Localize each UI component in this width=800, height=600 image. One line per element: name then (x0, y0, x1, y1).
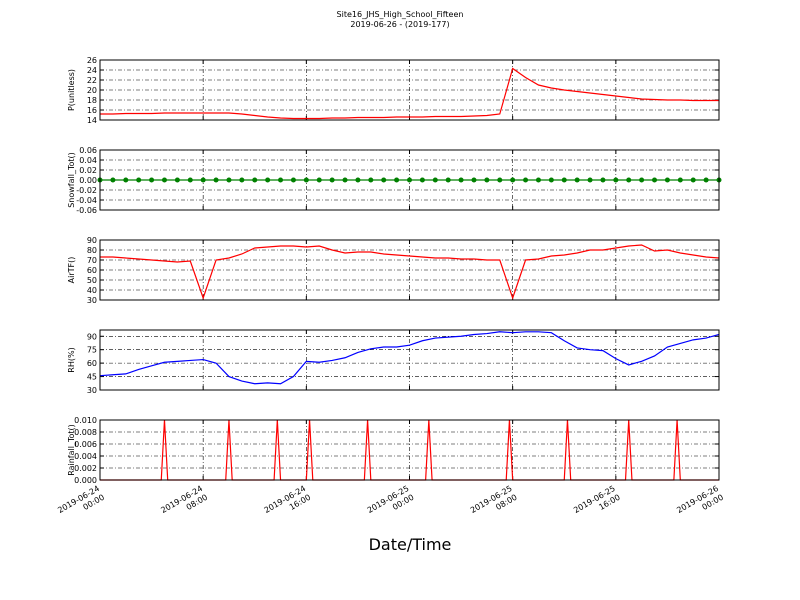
axes-frame (99, 149, 720, 211)
y-tick-label: 60 (87, 266, 97, 275)
y-tick-label: 45 (87, 373, 97, 382)
data-marker (626, 177, 632, 183)
data-marker (510, 177, 516, 183)
data-marker (419, 177, 425, 183)
data-line (99, 331, 720, 385)
data-marker (407, 177, 412, 183)
y-tick-label: 0.06 (79, 146, 97, 155)
data-marker (161, 177, 167, 183)
data-marker (329, 177, 335, 183)
data-marker (200, 177, 206, 183)
data-marker (677, 177, 683, 183)
data-marker (471, 177, 477, 183)
data-marker (600, 177, 606, 183)
data-marker (174, 177, 180, 183)
axes-frame (99, 419, 720, 481)
data-line (100, 244, 720, 300)
figure-subtitle: 2019-06-26 - (2019-177) (350, 20, 449, 29)
y-tick-label: 0.02 (79, 166, 97, 175)
data-marker (355, 177, 361, 183)
data-marker (136, 177, 142, 183)
y-tick-label: 0.006 (74, 440, 97, 449)
y-tick-label: 14 (87, 116, 97, 125)
figure-title: Site16_JHS_High_School_Fifteen (337, 10, 464, 19)
y-tick-label: 30 (87, 386, 97, 395)
data-marker (316, 177, 322, 183)
data-marker (652, 177, 658, 183)
y-tick-label: 20 (87, 86, 97, 95)
y-tick-label: 0.008 (74, 428, 97, 437)
y-tick-label: 80 (87, 246, 97, 255)
data-marker (290, 177, 296, 183)
data-marker (252, 177, 258, 183)
y-tick-label: 70 (87, 256, 97, 265)
y-tick-label: -0.02 (76, 186, 97, 195)
data-marker (548, 177, 554, 183)
data-marker (213, 177, 219, 183)
y-tick-label: 24 (87, 66, 97, 75)
data-marker (110, 177, 116, 183)
data-marker (484, 177, 490, 183)
y-tick-label: 0.002 (74, 464, 97, 473)
y-tick-label: 40 (87, 286, 97, 295)
data-marker (639, 177, 645, 183)
y-axis-label: AirTF() (67, 257, 76, 284)
data-marker (381, 177, 387, 183)
axes-frame (99, 239, 720, 301)
y-tick-label: 75 (87, 346, 97, 355)
y-axis-label: Rainfall_Tot() (67, 424, 76, 476)
data-marker (226, 177, 232, 183)
data-marker (432, 177, 438, 183)
data-marker (187, 177, 193, 183)
y-axis-label: Snowfall_Tot() (67, 152, 76, 208)
x-axis-label: Date/Time (369, 535, 452, 554)
data-marker (445, 177, 451, 183)
y-tick-label: 90 (87, 332, 97, 341)
data-marker (497, 177, 503, 183)
data-marker (278, 177, 284, 183)
data-marker (149, 177, 155, 183)
y-axis-label: P(unitless) (67, 69, 76, 111)
y-tick-label: 18 (87, 96, 97, 105)
data-marker (613, 177, 619, 183)
y-tick-label: 22 (87, 76, 97, 85)
data-marker (561, 177, 567, 183)
axes-frame (99, 329, 720, 391)
data-marker (303, 177, 309, 183)
y-tick-label: 0.004 (74, 452, 97, 461)
y-tick-label: 0.00 (79, 176, 97, 185)
y-tick-label: 0.04 (79, 156, 97, 165)
data-marker (368, 177, 374, 183)
data-marker (703, 177, 709, 183)
data-line (100, 67, 719, 120)
data-marker (342, 177, 348, 183)
data-marker (123, 177, 129, 183)
data-marker (690, 177, 696, 183)
y-tick-label: 50 (87, 276, 97, 285)
y-tick-label: -0.06 (76, 206, 97, 215)
data-marker (458, 177, 464, 183)
y-tick-label: 16 (87, 106, 97, 115)
data-marker (265, 177, 271, 183)
y-tick-label: 26 (87, 56, 97, 65)
y-tick-label: 0.010 (74, 416, 97, 425)
data-marker (394, 177, 400, 183)
data-marker (523, 177, 529, 183)
y-tick-label: 60 (87, 359, 97, 368)
y-axis-label: RH(%) (67, 347, 76, 372)
y-tick-label: -0.04 (76, 196, 97, 205)
data-marker (587, 177, 593, 183)
data-marker (664, 177, 670, 183)
y-tick-label: 30 (87, 296, 97, 305)
axes-frame (99, 59, 720, 121)
y-tick-label: 0.000 (74, 476, 97, 485)
data-marker (574, 177, 580, 183)
y-tick-label: 90 (87, 236, 97, 245)
data-marker (535, 177, 541, 183)
data-marker (239, 177, 245, 183)
